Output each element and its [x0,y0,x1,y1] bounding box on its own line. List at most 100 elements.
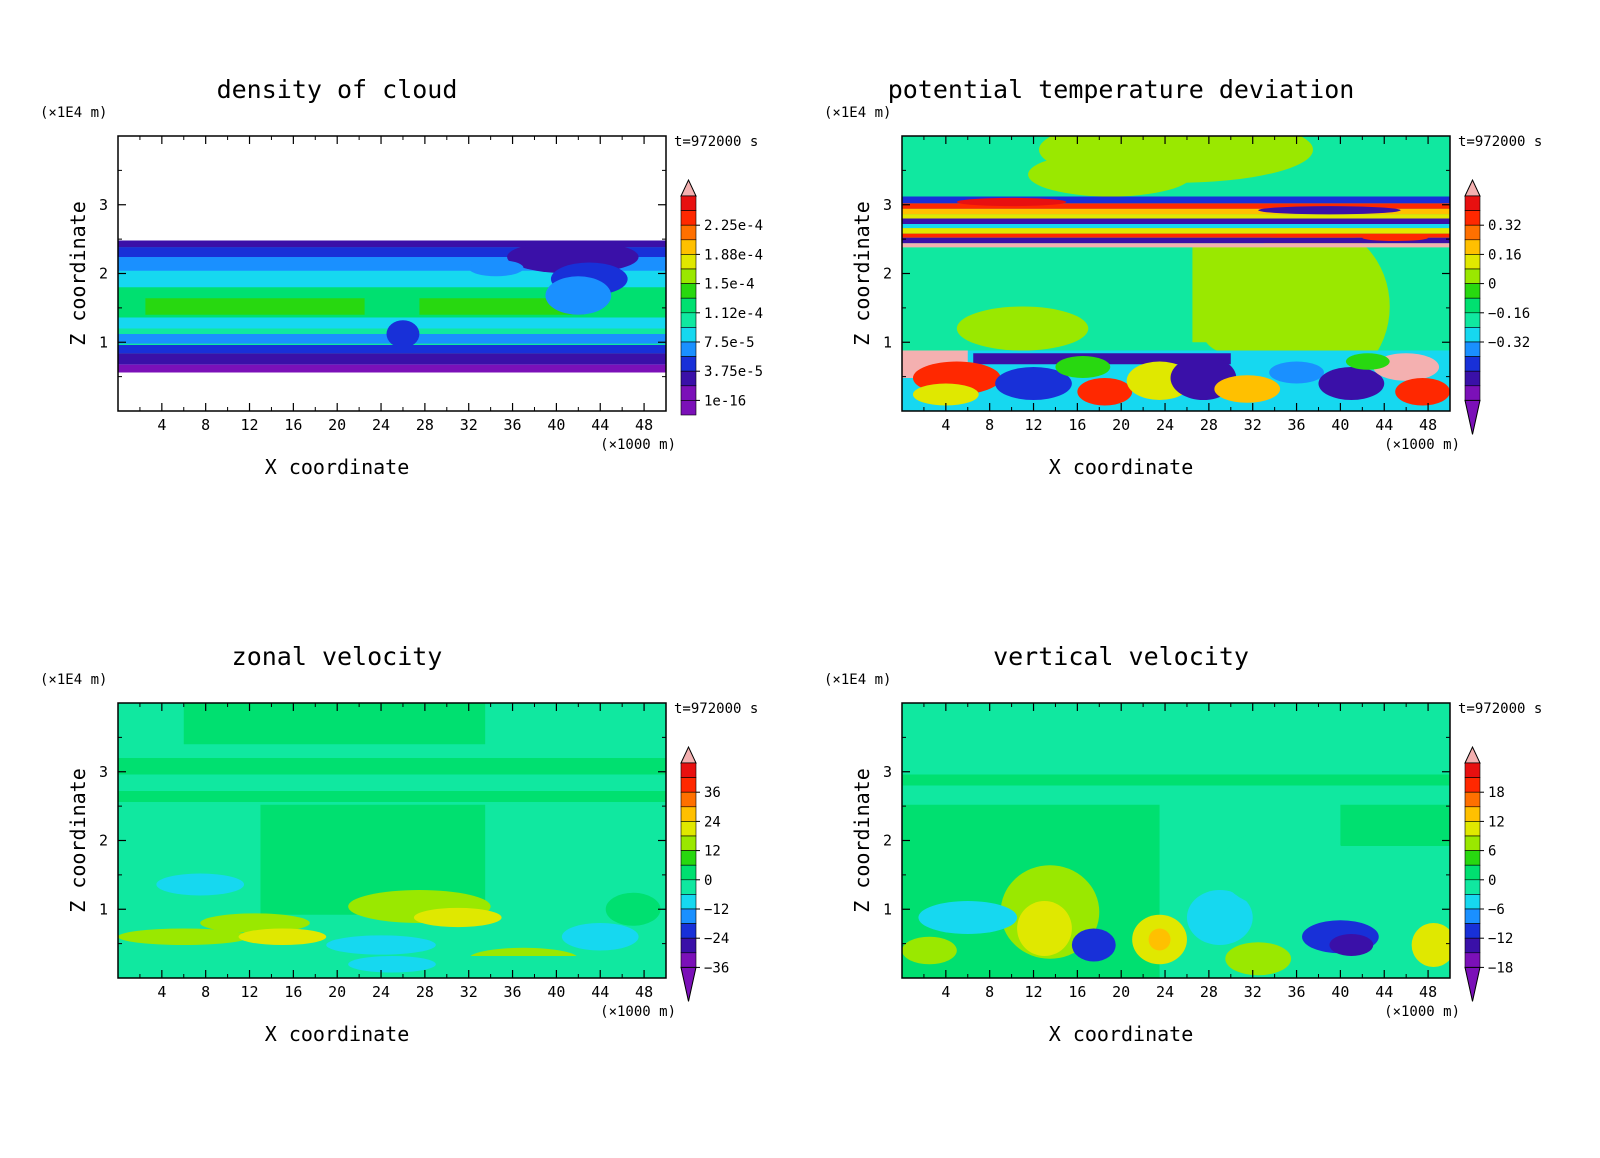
colorbar-band [680,791,697,808]
contour-region [1329,934,1374,956]
x-tick-label: 32 [460,983,478,1001]
colorbar-band [680,400,697,416]
contour-region [118,364,666,373]
colorbar-band [1464,791,1481,808]
contour-region [902,774,1450,786]
colorbar-band [1464,879,1481,895]
colorbar-band [1464,850,1481,866]
contour-region [902,228,1450,234]
y-axis-label: Z coordinate [66,201,90,346]
x-tick-label: 28 [416,416,434,434]
colorbar: 2.25e-4 1.88e-4 1.5e-4 1.12e-4 7.5e-5 3.75e-5… [680,178,763,416]
contour-region [902,936,957,965]
y-tick-label: 2 [883,265,892,283]
x-axis-label: X coordinate [1049,1022,1194,1046]
contour-region [918,901,1018,934]
colorbar-band [680,283,697,299]
y-unit-label: (×1E4 m) [824,105,891,121]
colorbar-band [1464,937,1481,954]
contour-region [1258,206,1401,215]
contour-region [183,703,486,745]
contour-region [386,320,420,348]
colorbar-band [680,239,697,255]
y-tick-label: 2 [99,265,108,283]
colorbar-label: 18 [1488,785,1505,801]
contour-region [561,923,639,951]
contour-region [902,214,1450,219]
chart-title: vertical velocity [993,642,1249,671]
chart-panel-3: zonal velocity(×1E4 m)t=972000 s4 8 12 16 20… [40,642,758,1046]
x-tick-label: 36 [1288,983,1306,1001]
colorbar-band [1464,327,1481,343]
time-label: t=972000 s [674,701,758,717]
colorbar: 0.32 0.16 0 −0.16 −0.32 [1464,178,1530,435]
colorbar-band [680,923,697,939]
colorbar-band [680,297,697,314]
plot-area [902,703,1450,978]
x-tick-label: 36 [504,983,522,1001]
x-tick-label: 8 [985,983,994,1001]
colorbar-band [680,850,697,866]
y-tick-label: 2 [883,832,892,850]
x-tick-label: 48 [1419,983,1437,1001]
contour-region [1214,375,1281,403]
colorbar-band [680,210,697,226]
contour-region [956,306,1089,351]
colorbar-label: 12 [1488,814,1505,830]
contour-region [1077,378,1133,406]
contour-region [118,247,666,257]
x-tick-label: 36 [504,416,522,434]
colorbar-band [1464,356,1481,372]
x-tick-label: 44 [591,416,609,434]
x-tick-label: 16 [284,416,302,434]
colorbar-band [680,821,697,837]
contour-region [902,208,1450,215]
chart-panel-1: density of cloud(×1E4 m)t=972000 s4 8 12 16… [40,75,763,479]
colorbar-label: −6 [1488,902,1505,918]
colorbar-label: −24 [704,931,729,947]
y-tick-label: 1 [99,333,108,351]
contour-region [1373,353,1440,381]
contour-region [348,956,436,973]
colorbar-label: 24 [704,814,721,830]
colorbar-label: 0.32 [1488,218,1522,234]
y-tick-label: 2 [99,832,108,850]
y-axis-label: Z coordinate [66,768,90,913]
colorbar-bottom-arrow [1464,966,1481,1002]
colorbar-band [680,385,697,401]
contour-region [419,298,584,315]
colorbar-label: 0 [1488,873,1496,889]
colorbar-band [1464,312,1481,328]
x-tick-label: 28 [1200,983,1218,1001]
colorbar-bottom-arrow [1464,399,1481,435]
x-unit-label: (×1000 m) [1384,437,1460,453]
contour-region [1362,234,1429,242]
time-label: t=972000 s [1458,134,1542,150]
colorbar-band [1464,239,1481,255]
contour-region [956,197,1067,207]
chart-panel-2: potential temperature deviation(×1E4 m) t… [824,75,1542,479]
contour-region [902,224,1450,229]
colorbar-band [680,254,697,270]
contour-region [1219,826,1352,910]
colorbar-label: 1e-16 [704,393,746,409]
contour-region [1028,152,1193,197]
time-label: t=972000 s [674,134,758,150]
x-axis-label: X coordinate [265,455,410,479]
contour-region [995,367,1072,400]
x-unit-label: (×1000 m) [600,437,676,453]
chart-title: zonal velocity [232,642,443,671]
colorbar-band [680,937,697,954]
x-tick-label: 24 [372,983,390,1001]
x-tick-label: 16 [284,983,302,1001]
colorbar-band [1464,268,1481,284]
plot-area [118,703,666,978]
colorbar-band [1464,341,1481,357]
plot-area [902,136,1450,411]
colorbar-band [1464,762,1481,778]
x-tick-label: 12 [240,983,258,1001]
colorbar-label: 0 [704,873,712,889]
contour-region [200,913,310,933]
x-tick-label: 8 [201,983,210,1001]
contour-region [118,345,666,354]
